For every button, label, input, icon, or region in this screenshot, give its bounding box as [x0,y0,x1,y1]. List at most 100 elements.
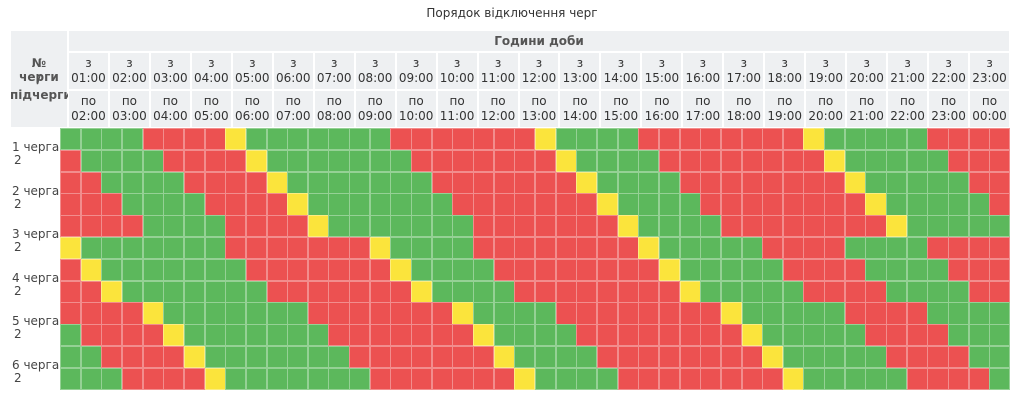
slot-cell [906,280,928,303]
queue-label: 6 черга [12,358,60,372]
sub-queue-label: 2 [14,153,22,167]
slot-cell [390,193,412,216]
to-prefix: по [940,94,957,108]
from-hour: 06:00 [275,71,311,85]
slot-cell [803,346,825,369]
hour-from-cell [68,52,109,90]
slot-cell [596,128,619,151]
hour-to-cell [272,90,314,128]
slot-cell [493,258,515,282]
slot-cell [60,280,82,303]
slot-cell [493,237,515,260]
slot-cell [60,171,82,194]
slot-cell [204,324,226,347]
to-hour: 14:00 [562,109,598,123]
slot-cell [886,237,908,260]
slot-cell [431,367,453,391]
from-prefix: з [290,56,297,70]
slot-cell [452,258,474,282]
slot-cell [679,324,701,347]
hour-to-cell [846,90,888,128]
slot-cell [473,367,495,391]
slot-cell [948,346,970,369]
slot-cell [245,193,267,216]
slot-cell [142,237,164,260]
slot-cell [514,149,536,173]
slot-cell [121,171,144,194]
slot-cell [369,258,391,282]
slot-cell [163,367,185,391]
slot-cell [101,324,123,347]
corner-label: № черги [19,56,59,84]
slot-cell [307,324,329,347]
slot-cell [576,367,598,391]
sub-queue-label: 2 [14,283,22,298]
slot-cell [596,324,619,347]
slot-cell [762,280,784,303]
slot-cell [576,215,598,238]
slot-cell [225,258,247,282]
slot-cell [658,149,681,173]
to-prefix: по [981,94,998,108]
slot-cell [555,324,577,347]
hour-to-cell [641,90,683,128]
slot-cell [782,237,804,260]
slot-cell [307,280,329,303]
hour-from-cell [395,52,437,90]
slot-cell [782,280,804,303]
slot-cell [762,128,784,151]
slot-cell [535,215,557,238]
slot-cell [328,302,350,325]
slot-cell [617,149,639,173]
slot-cell [844,193,866,216]
hour-to-cell [108,90,150,128]
slot-cell [452,237,474,260]
slot-cell [452,367,474,391]
hour-from-cell [559,52,601,90]
slot-cell [493,346,515,369]
slot-cell [101,149,123,173]
slot-cell [803,171,825,194]
to-prefix: по [80,94,97,108]
slot-cell [535,128,557,151]
slot-cell [617,280,639,303]
slot-cell [245,346,267,369]
queue-label: 3 черга [12,227,60,242]
slot-cell [225,346,247,369]
slot-cell [576,258,598,282]
from-prefix: з [126,56,133,70]
slot-cell [411,128,433,151]
slot-cell [80,367,102,391]
slot-cell [204,149,226,173]
slot-cell [163,128,185,151]
slot-cell [555,171,577,194]
hour-to-cell [723,90,765,128]
slot-cell [349,346,371,369]
slot-cell [844,171,866,194]
slot-cell [514,237,536,260]
slot-cell [535,193,557,216]
slot-cell [163,193,185,216]
slot-cell [80,258,102,282]
slot-cell [452,324,474,347]
slot-cell [411,193,433,216]
slot-cell [101,367,123,391]
to-prefix: по [900,94,916,108]
slot-cell [245,280,267,303]
slot-cell [328,128,350,151]
slot-cell [245,149,267,173]
slot-cell [886,280,908,303]
slot-cell [60,346,82,369]
slot-cell [803,128,825,151]
slot-cell [431,280,453,303]
corner-label: / [36,72,42,86]
from-hour: 09:00 [398,71,434,85]
hour-to-cell [764,90,806,128]
from-prefix: з [863,56,870,70]
slot-cell [349,149,371,173]
to-prefix: по [408,94,424,108]
slot-cell [473,346,495,369]
to-prefix: по [121,94,138,108]
slot-cell [596,302,619,325]
sub-queue-label: 2 [14,327,22,342]
